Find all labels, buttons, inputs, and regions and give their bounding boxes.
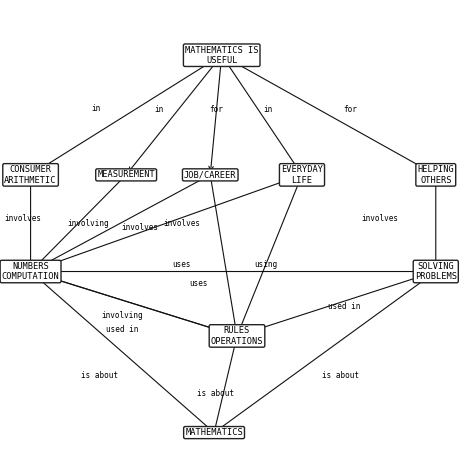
Text: used in: used in bbox=[106, 325, 138, 334]
Text: in: in bbox=[154, 105, 163, 114]
Text: involving: involving bbox=[67, 219, 109, 228]
Text: in: in bbox=[91, 104, 100, 113]
Text: NUMBERS
COMPUTATION: NUMBERS COMPUTATION bbox=[2, 262, 59, 281]
Text: uses: uses bbox=[173, 260, 191, 269]
Text: involves: involves bbox=[4, 214, 41, 223]
Text: HELPING
OTHERS: HELPING OTHERS bbox=[418, 165, 454, 184]
Text: MATHEMATICS IS
USEFUL: MATHEMATICS IS USEFUL bbox=[185, 46, 258, 65]
Text: uses: uses bbox=[190, 279, 208, 288]
Text: involving: involving bbox=[101, 311, 143, 320]
Text: is about: is about bbox=[322, 371, 359, 380]
Text: is about: is about bbox=[198, 389, 235, 398]
Text: involves: involves bbox=[163, 219, 200, 228]
Text: involves: involves bbox=[121, 223, 158, 232]
Text: is about: is about bbox=[81, 371, 118, 380]
Text: used in: used in bbox=[328, 301, 360, 310]
Text: RULES
OPERATIONS: RULES OPERATIONS bbox=[211, 326, 263, 346]
Text: EVERYDAY
LIFE: EVERYDAY LIFE bbox=[281, 165, 323, 184]
Text: using: using bbox=[254, 260, 277, 269]
Text: SOLVING
PROBLEMS: SOLVING PROBLEMS bbox=[415, 262, 457, 281]
Text: CONSUMER
ARITHMETIC: CONSUMER ARITHMETIC bbox=[4, 165, 57, 184]
Text: in: in bbox=[264, 105, 273, 114]
Text: for: for bbox=[209, 105, 223, 114]
Text: involves: involves bbox=[362, 214, 399, 223]
Text: for: for bbox=[343, 105, 357, 114]
Text: JOB/CAREER: JOB/CAREER bbox=[184, 170, 237, 179]
Text: MATHEMATICS: MATHEMATICS bbox=[185, 428, 243, 437]
Text: MEASUREMENT: MEASUREMENT bbox=[97, 170, 155, 179]
